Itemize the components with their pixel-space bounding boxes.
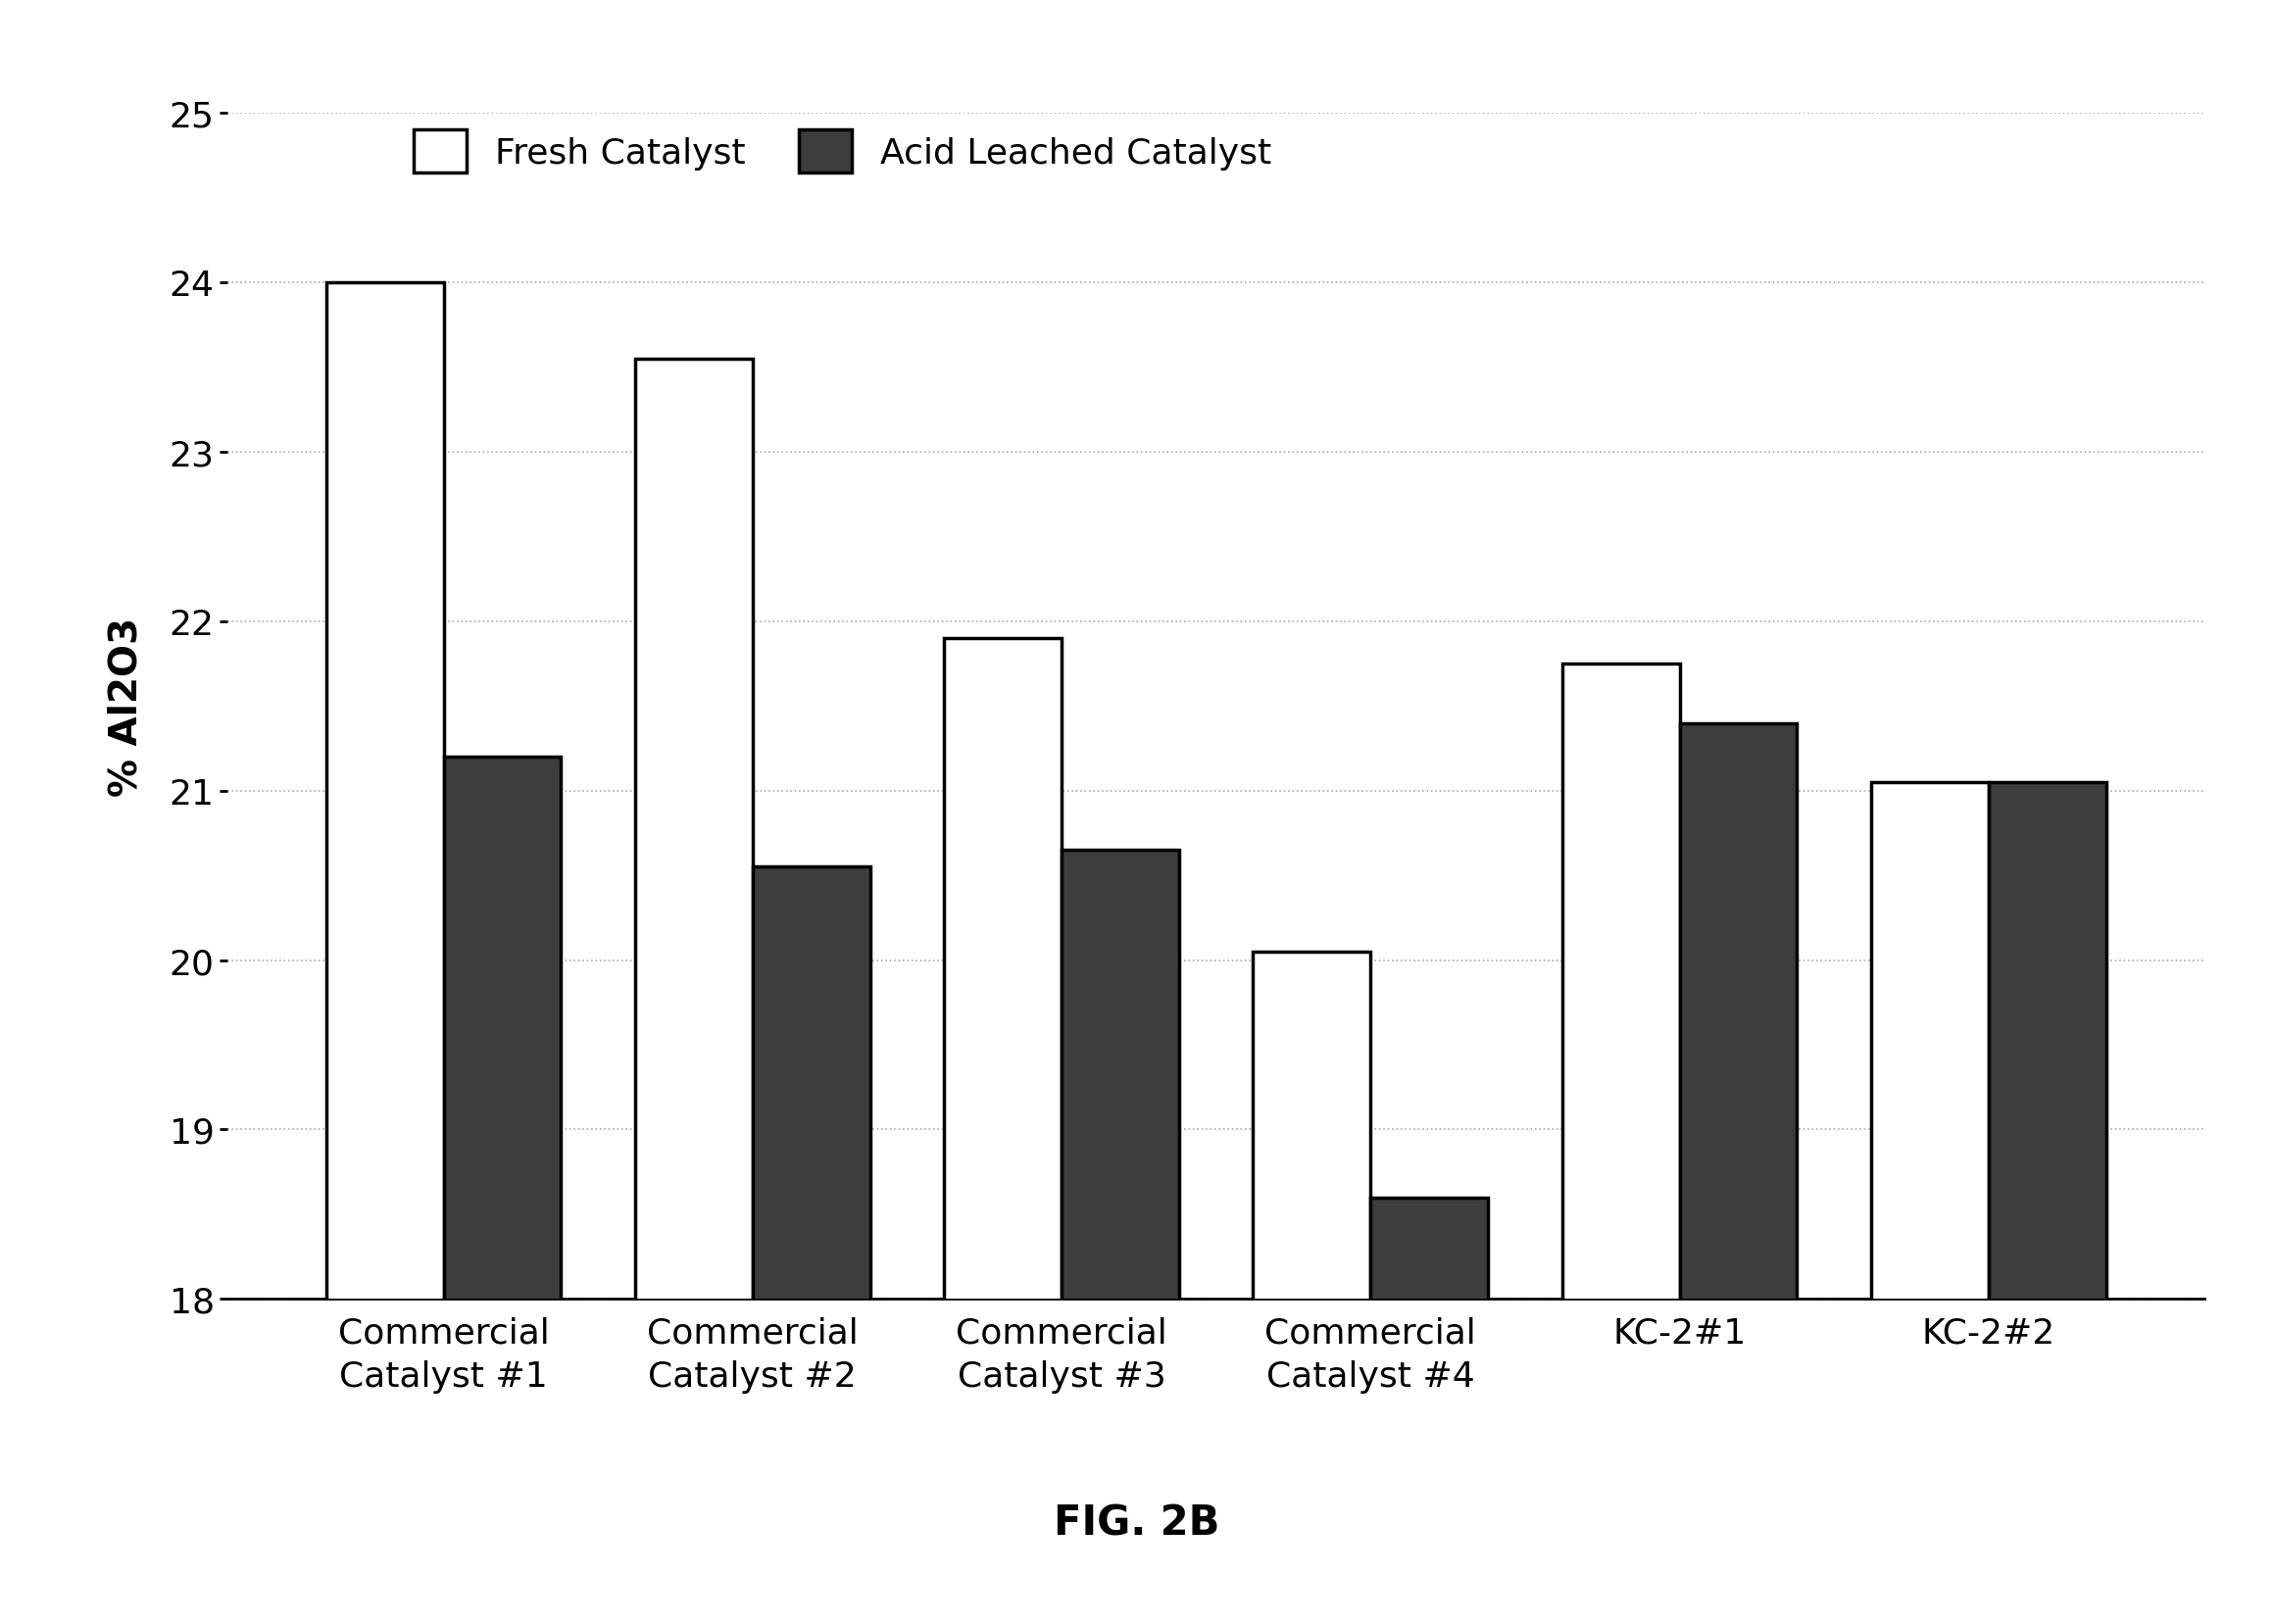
Bar xyxy=(327,283,443,1624)
Bar xyxy=(1989,783,2105,1624)
Text: FIG. 2B: FIG. 2B xyxy=(1052,1502,1221,1543)
Bar xyxy=(634,359,752,1624)
Bar xyxy=(752,867,871,1624)
Legend: Fresh Catalyst, Acid Leached Catalyst: Fresh Catalyst, Acid Leached Catalyst xyxy=(402,120,1282,184)
Bar xyxy=(1061,851,1180,1624)
Bar xyxy=(1371,1197,1489,1624)
Bar xyxy=(443,757,561,1624)
Bar xyxy=(1680,723,1798,1624)
Y-axis label: % Al2O3: % Al2O3 xyxy=(107,617,145,796)
Bar xyxy=(943,638,1061,1624)
Bar xyxy=(1871,783,1989,1624)
Bar xyxy=(1252,952,1371,1624)
Bar xyxy=(1562,664,1680,1624)
